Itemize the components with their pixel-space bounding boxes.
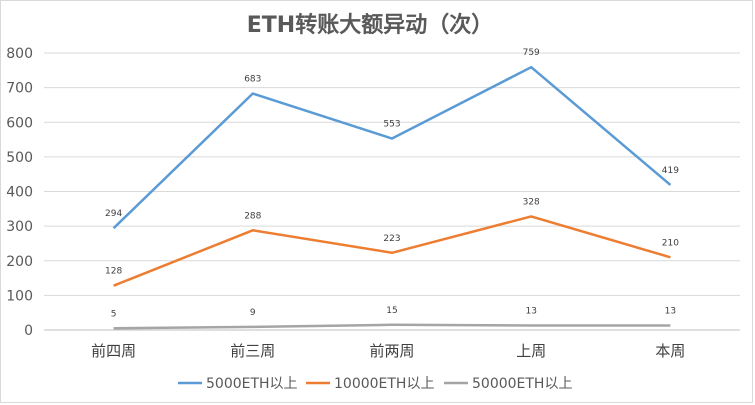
data-label: 210 bbox=[662, 238, 679, 248]
data-label: 13 bbox=[665, 306, 676, 316]
y-tick-label: 100 bbox=[6, 288, 33, 304]
data-label: 223 bbox=[383, 234, 400, 244]
legend-label: 50000ETH以上 bbox=[472, 376, 572, 392]
y-axis-ticks: 0 100 200 300 400 500 600 700 800 bbox=[6, 46, 33, 339]
y-tick-label: 400 bbox=[6, 185, 33, 201]
y-tick-label: 300 bbox=[6, 219, 33, 235]
chart-title: ETH转账大额异动（次） bbox=[247, 12, 493, 38]
y-tick-label: 700 bbox=[6, 81, 33, 97]
data-label: 294 bbox=[105, 209, 122, 219]
series-line-2 bbox=[113, 323, 671, 330]
data-label: 553 bbox=[383, 120, 400, 130]
series-lines bbox=[112, 65, 672, 330]
legend: 5000ETH以上 10000ETH以上 50000ETH以上 bbox=[178, 376, 572, 392]
data-label: 128 bbox=[105, 267, 122, 277]
y-tick-label: 200 bbox=[6, 254, 33, 270]
grid bbox=[44, 52, 740, 331]
data-label: 419 bbox=[662, 166, 679, 176]
data-label: 15 bbox=[386, 306, 397, 316]
x-tick-label: 本周 bbox=[655, 342, 685, 360]
legend-label: 10000ETH以上 bbox=[334, 376, 434, 392]
data-label: 328 bbox=[523, 197, 540, 207]
data-label: 9 bbox=[250, 308, 256, 318]
data-label: 13 bbox=[525, 306, 536, 316]
series-line-0 bbox=[112, 65, 672, 230]
data-labels: 294 683 553 759 419 128 288 223 328 210 5 9 15 13 13 bbox=[105, 48, 679, 319]
y-tick-label: 600 bbox=[6, 115, 33, 131]
data-label: 5 bbox=[111, 309, 117, 319]
x-tick-label: 上周 bbox=[516, 342, 546, 360]
x-tick-label: 前三周 bbox=[230, 342, 275, 360]
x-tick-label: 前四周 bbox=[91, 342, 136, 360]
series-line-1 bbox=[113, 215, 671, 287]
y-tick-label: 500 bbox=[6, 150, 33, 166]
data-label: 759 bbox=[523, 48, 540, 58]
x-tick-label: 前两周 bbox=[369, 342, 414, 360]
data-label: 288 bbox=[244, 211, 261, 221]
y-tick-label: 0 bbox=[24, 323, 33, 339]
y-tick-label: 800 bbox=[6, 46, 33, 62]
data-label: 683 bbox=[244, 75, 261, 85]
x-axis-ticks: 前四周 前三周 前两周 上周 本周 bbox=[91, 342, 685, 360]
legend-label: 5000ETH以上 bbox=[206, 376, 298, 392]
